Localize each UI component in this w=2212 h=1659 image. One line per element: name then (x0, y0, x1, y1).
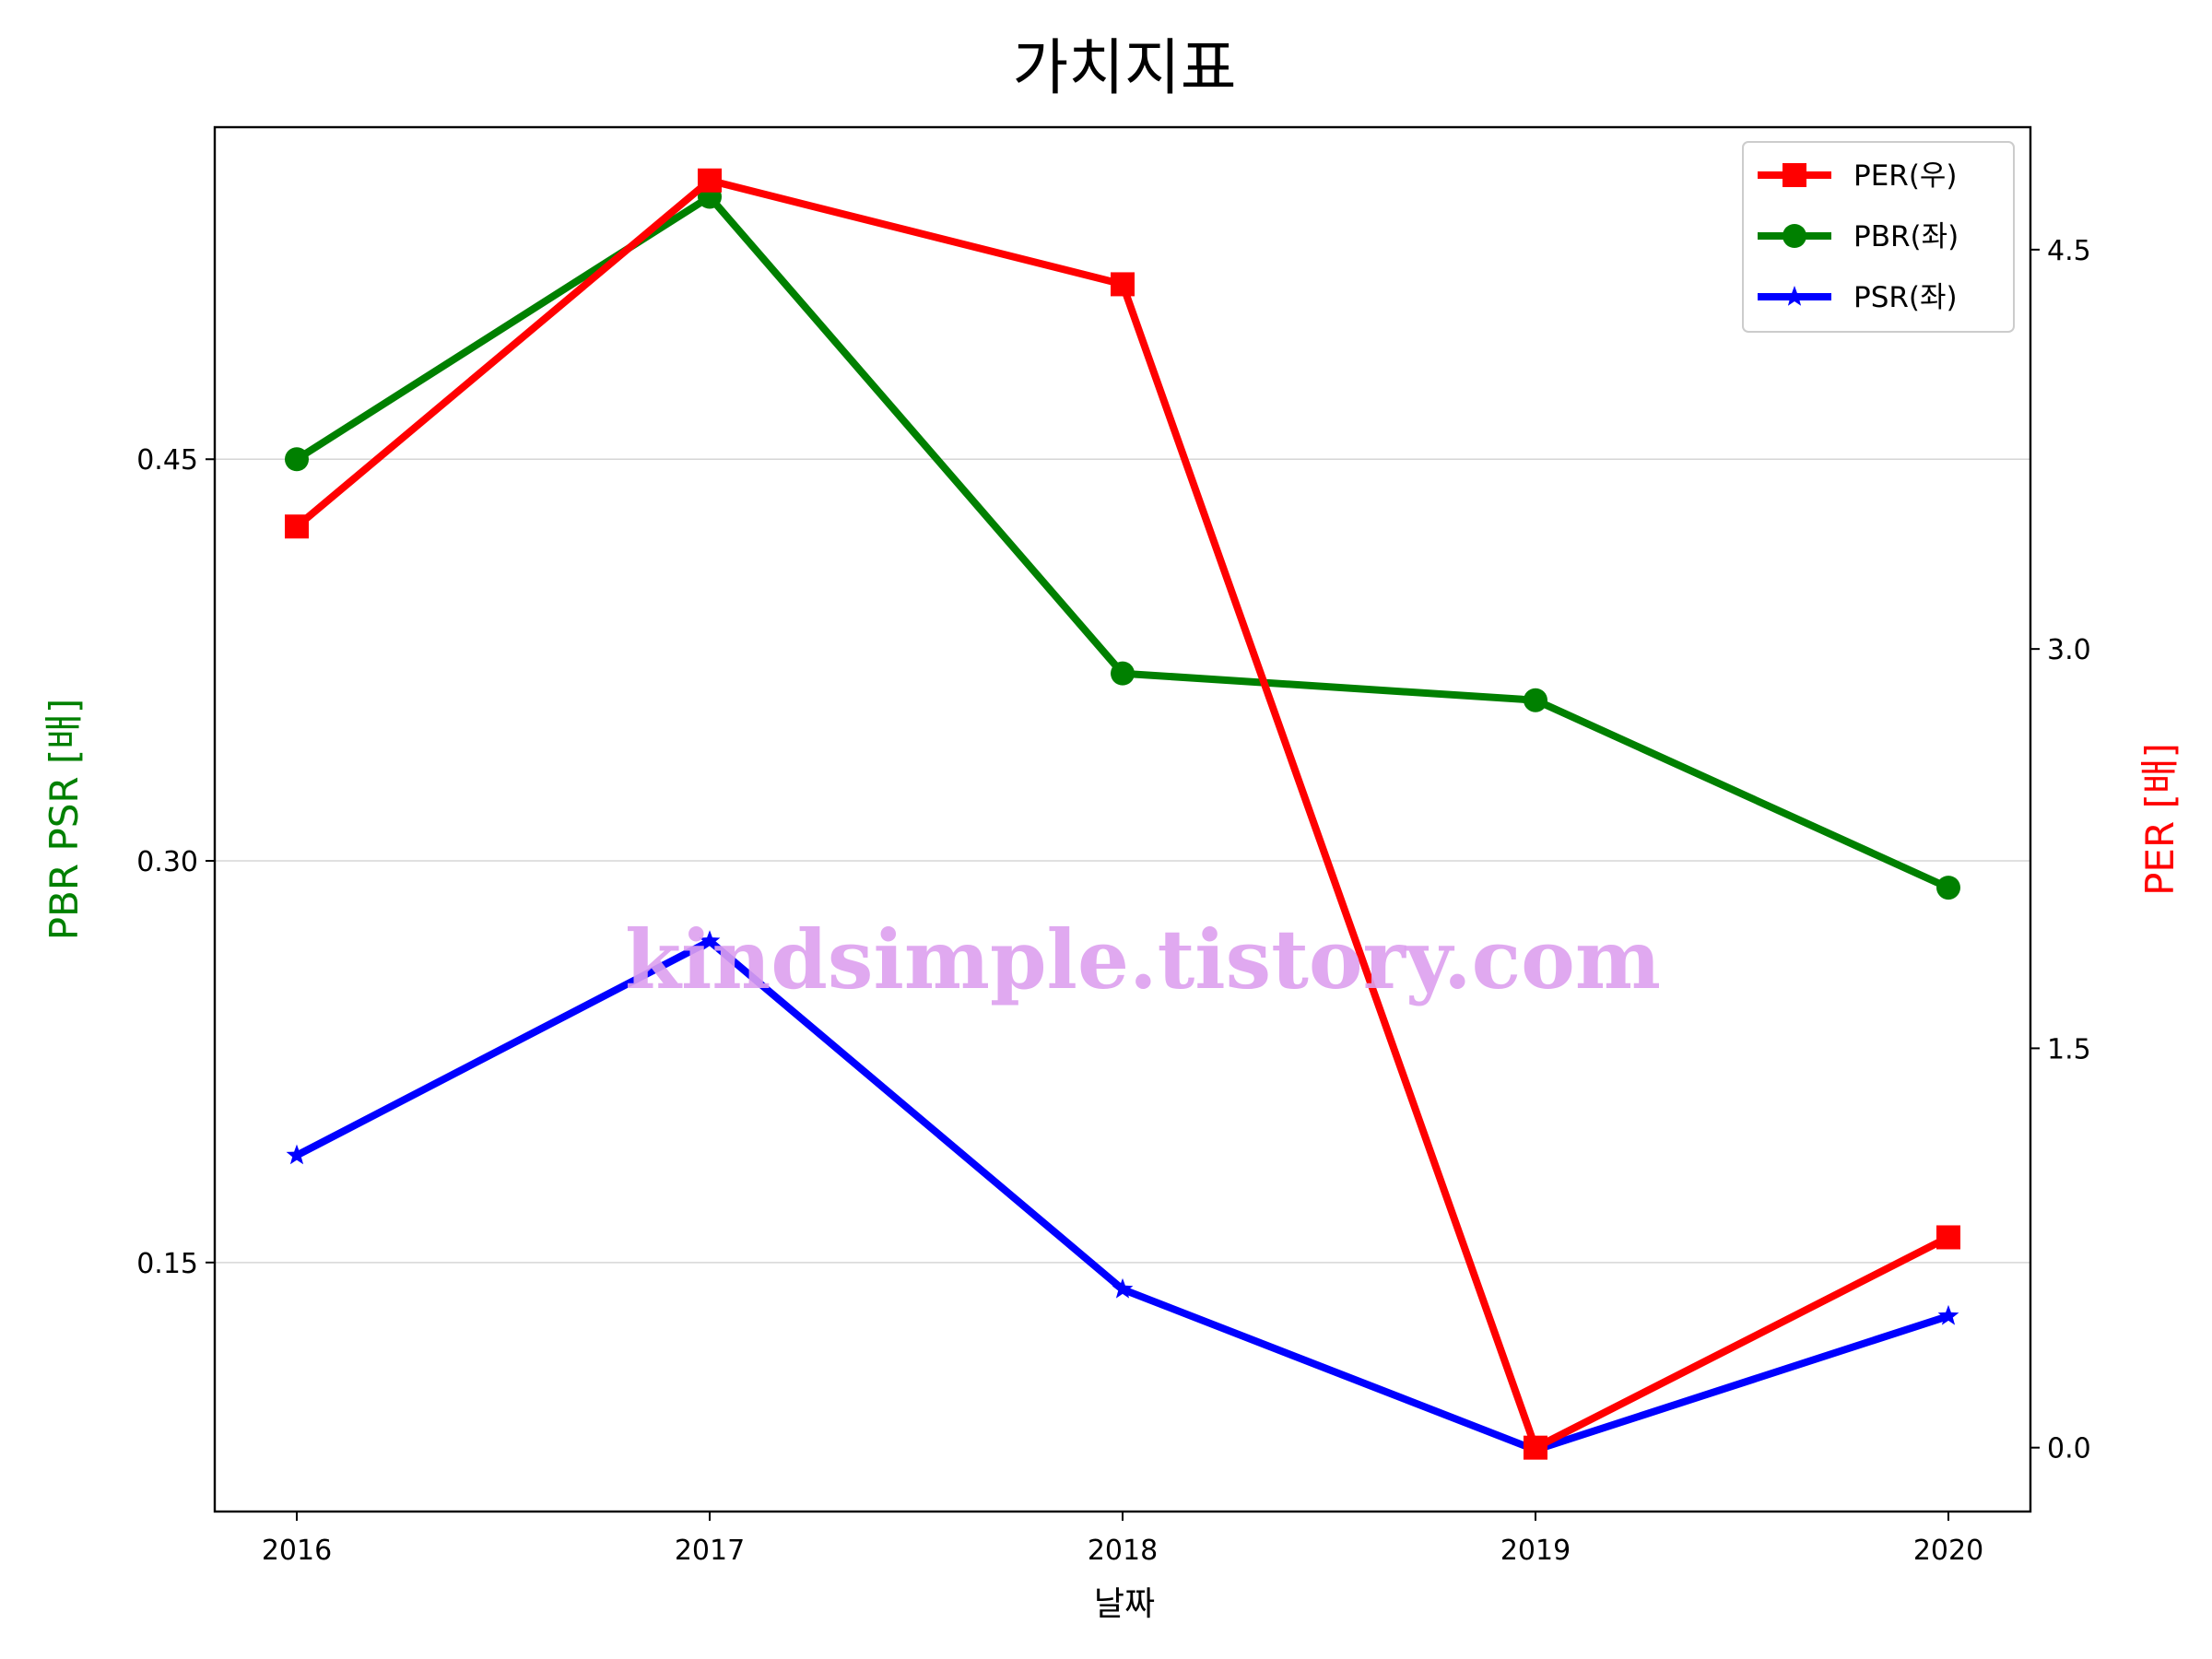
data-point-pbr (1524, 688, 1547, 712)
watermark: kindsimple.tistory.com (625, 912, 1661, 1007)
legend-label-pbr: PBR(좌) (1853, 220, 1959, 253)
data-point-per (698, 168, 722, 193)
legend-marker-psr (1783, 286, 1806, 306)
x-tick-label: 2017 (675, 1535, 745, 1567)
data-point-pbr (285, 447, 309, 472)
x-axis-label: 날짜 (1094, 1585, 1155, 1623)
right-y-tick-label: 3.0 (2047, 634, 2091, 666)
series-layer (285, 168, 1960, 1460)
data-point-psr (699, 930, 721, 950)
left-y-axis: 0.15 0.30 0.45 (136, 444, 215, 1280)
x-tick-label: 2018 (1088, 1535, 1158, 1567)
right-y-axis-label: PER [배] (2137, 743, 2183, 896)
legend: PER(우) PBR(좌) PSR(좌) (1742, 141, 2015, 333)
data-point-pbr (1936, 876, 1960, 900)
left-y-tick-label: 0.15 (136, 1248, 198, 1280)
legend-marker-pbr (1783, 224, 1806, 248)
left-y-tick-label: 0.45 (136, 444, 198, 477)
right-y-tick-label: 1.5 (2047, 1033, 2091, 1065)
data-point-per (285, 514, 309, 539)
left-y-axis-label: PBR PSR [배] (41, 699, 87, 941)
x-tick-label: 2019 (1500, 1535, 1571, 1567)
data-point-psr (1112, 1277, 1134, 1299)
legend-box (1742, 141, 2015, 333)
data-point-per (1524, 1435, 1547, 1460)
legend-label-psr: PSR(좌) (1853, 281, 1958, 314)
left-y-tick-label: 0.30 (136, 846, 198, 878)
data-point-per (1936, 1225, 1960, 1250)
chart-title: 가치지표 (1013, 32, 1237, 103)
legend-marker-per (1783, 163, 1806, 187)
data-point-psr (1937, 1304, 1959, 1325)
data-point-psr (286, 1144, 308, 1165)
data-point-per (1111, 272, 1135, 297)
right-y-tick-label: 4.5 (2047, 235, 2091, 267)
right-y-axis: 0.0 1.5 3.0 4.5 (2030, 235, 2091, 1465)
right-y-tick-label: 0.0 (2047, 1433, 2091, 1465)
x-tick-label: 2016 (262, 1535, 332, 1567)
x-tick-label: 2020 (1913, 1535, 1983, 1567)
grid-lines (215, 458, 2030, 1264)
legend-label-per: PER(우) (1853, 159, 1958, 193)
data-point-pbr (1111, 661, 1135, 686)
x-axis: 2016 2017 2018 2019 2020 (262, 1512, 1983, 1567)
